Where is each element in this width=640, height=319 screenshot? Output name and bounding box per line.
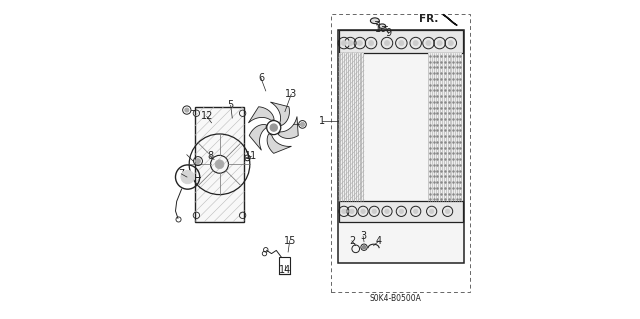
Circle shape — [372, 209, 376, 214]
Bar — [428, 53, 462, 201]
Circle shape — [181, 170, 195, 184]
Polygon shape — [249, 124, 266, 150]
Circle shape — [429, 209, 434, 214]
Circle shape — [445, 209, 450, 214]
Text: 2: 2 — [349, 236, 355, 246]
Bar — [278, 257, 290, 274]
Text: 15: 15 — [284, 236, 296, 246]
Circle shape — [399, 41, 404, 46]
Text: FR.: FR. — [419, 14, 438, 24]
Circle shape — [349, 209, 354, 214]
Ellipse shape — [379, 24, 386, 28]
Text: 3: 3 — [360, 231, 366, 241]
Text: 1: 1 — [319, 116, 324, 126]
Bar — [331, 14, 470, 292]
Bar — [339, 53, 364, 201]
Circle shape — [301, 122, 305, 126]
Bar — [339, 30, 463, 53]
Text: 12: 12 — [200, 111, 213, 122]
Polygon shape — [248, 107, 274, 123]
Polygon shape — [267, 134, 291, 153]
Circle shape — [361, 209, 365, 214]
Text: 6: 6 — [258, 73, 264, 83]
Circle shape — [413, 209, 418, 214]
Circle shape — [362, 246, 365, 249]
Circle shape — [369, 41, 374, 46]
Circle shape — [348, 41, 353, 46]
Text: 14: 14 — [279, 264, 291, 275]
Text: 4: 4 — [376, 236, 382, 246]
Text: 9: 9 — [385, 28, 392, 39]
Polygon shape — [443, 14, 457, 26]
Circle shape — [185, 108, 189, 112]
Ellipse shape — [371, 18, 380, 24]
Circle shape — [385, 209, 389, 214]
Text: 10: 10 — [374, 24, 387, 34]
Circle shape — [399, 209, 404, 214]
Circle shape — [215, 160, 224, 169]
Circle shape — [448, 41, 453, 46]
Text: S0K4-B0500A: S0K4-B0500A — [369, 294, 421, 303]
Text: 11: 11 — [245, 151, 257, 161]
Text: 13: 13 — [285, 89, 298, 99]
Circle shape — [270, 124, 277, 131]
Polygon shape — [278, 116, 298, 138]
Bar — [195, 107, 244, 222]
Text: 7: 7 — [178, 169, 184, 179]
Circle shape — [341, 41, 346, 46]
Bar — [337, 30, 463, 263]
Bar — [339, 201, 463, 222]
Circle shape — [357, 41, 362, 46]
Text: 8: 8 — [207, 151, 213, 161]
Circle shape — [385, 41, 390, 46]
Circle shape — [426, 41, 431, 46]
Circle shape — [413, 41, 419, 46]
Circle shape — [196, 159, 200, 163]
Circle shape — [342, 209, 346, 214]
Polygon shape — [270, 102, 289, 126]
Circle shape — [437, 41, 442, 46]
Text: 5: 5 — [228, 100, 234, 110]
